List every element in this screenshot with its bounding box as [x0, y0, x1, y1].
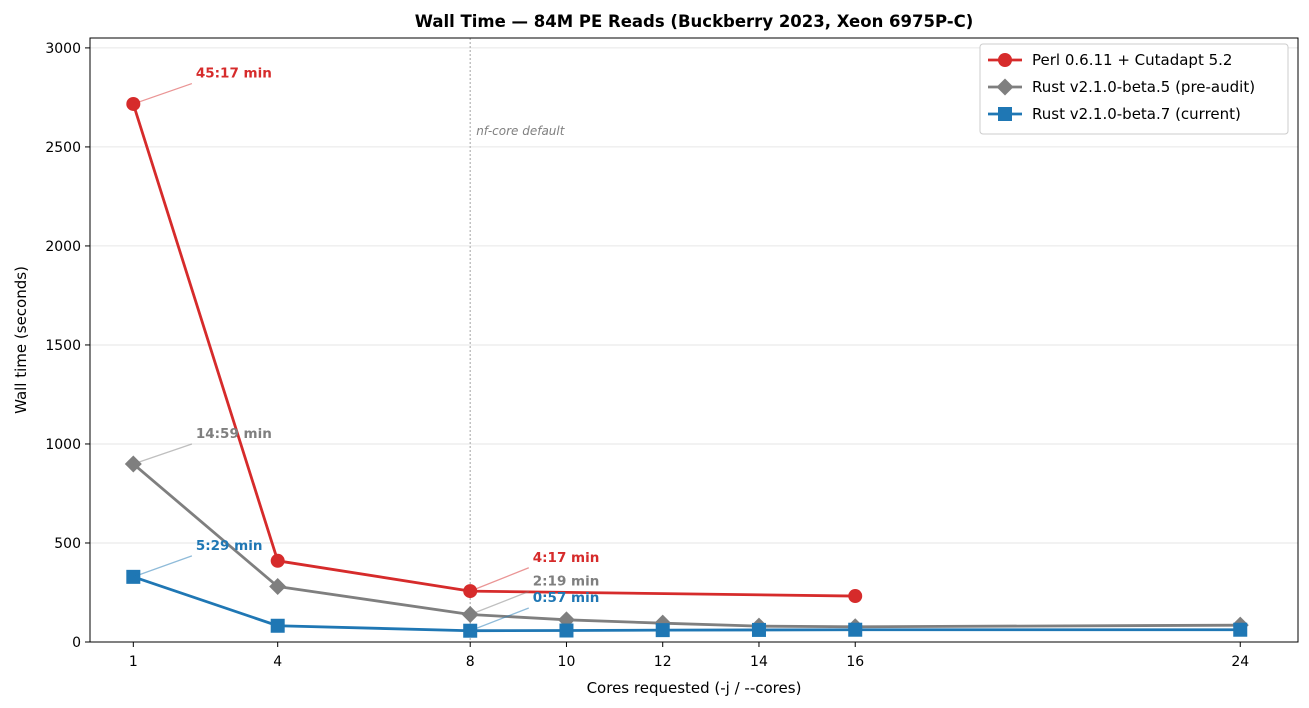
- series-line-0: [131, 103, 856, 598]
- x-tick-label: 4: [273, 654, 282, 670]
- x-tick-label: 1: [129, 654, 138, 670]
- legend-label-0: Perl 0.6.11 + Cutadapt 5.2: [1032, 51, 1232, 69]
- annotation-connector: [133, 82, 193, 105]
- x-tick-label: 8: [466, 654, 475, 670]
- legend-marker-0: [998, 53, 1012, 67]
- annotation-connector: [133, 443, 193, 465]
- series-line-2: [132, 575, 1241, 633]
- y-tick-label: 2500: [45, 140, 81, 156]
- data-point-0: [270, 553, 285, 568]
- x-axis-ticks: 1 4 8 10 12 14 16 24: [129, 642, 1249, 670]
- x-tick-label: 24: [1231, 654, 1249, 670]
- data-point-2: [1233, 622, 1248, 637]
- x-tick-label: 16: [846, 654, 864, 670]
- chart-title: Wall Time — 84M PE Reads (Buckberry 2023…: [415, 12, 974, 31]
- data-point-2: [559, 623, 574, 638]
- x-tick-label: 14: [750, 654, 768, 670]
- data-point-1: [269, 578, 287, 596]
- y-axis-ticks: 0 500 1000 1500 2000 2500 3000: [45, 41, 90, 651]
- y-tick-label: 1000: [45, 437, 81, 453]
- y-tick-label: 3000: [45, 41, 81, 57]
- annotation-label: 5:29 min: [196, 538, 263, 554]
- legend-label-1: Rust v2.1.0-beta.5 (pre-audit): [1032, 78, 1255, 96]
- data-point-2: [751, 622, 766, 637]
- legend-marker-2: [998, 107, 1012, 121]
- annotations-group: 45:17 min 14:59 min 5:29 min 4:17 min 2:19 m…: [133, 66, 600, 632]
- annotation-connector: [469, 567, 530, 592]
- y-tick-label: 0: [72, 635, 81, 651]
- annotation-label: 4:17 min: [533, 550, 600, 566]
- data-point-2: [848, 622, 863, 637]
- data-point-0: [848, 589, 863, 604]
- y-tick-label: 1500: [45, 338, 81, 354]
- y-tick-label: 2000: [45, 239, 81, 255]
- annotation-label: 0:57 min: [533, 590, 600, 606]
- annotation-connector: [133, 555, 193, 578]
- y-axis-label: Wall time (seconds): [12, 266, 30, 414]
- x-tick-label: 10: [558, 654, 576, 670]
- data-point-2: [655, 623, 670, 638]
- annotation-label: 2:19 min: [533, 574, 600, 590]
- annotation-label: 14:59 min: [196, 426, 272, 442]
- grid: [90, 47, 1298, 643]
- plot-frame: [89, 37, 1299, 643]
- y-tick-label: 500: [54, 536, 81, 552]
- x-tick-label: 12: [654, 654, 672, 670]
- legend: Perl 0.6.11 + Cutadapt 5.2 Rust v2.1.0-be…: [979, 43, 1289, 135]
- reference-line: nf-core default: [469, 38, 566, 642]
- annotation-connector: [469, 590, 530, 616]
- data-point-2: [270, 618, 285, 633]
- reference-line-label: nf-core default: [476, 124, 566, 138]
- series-line-1: [132, 462, 1241, 629]
- legend-marker-1: [996, 78, 1014, 96]
- legend-box: [979, 43, 1289, 135]
- annotation-connector: [469, 607, 530, 632]
- legend-label-2: Rust v2.1.0-beta.7 (current): [1032, 105, 1241, 123]
- series-group: [124, 96, 1249, 638]
- annotation-label: 45:17 min: [196, 66, 272, 82]
- x-axis-label: Cores requested (-j / --cores): [587, 679, 802, 697]
